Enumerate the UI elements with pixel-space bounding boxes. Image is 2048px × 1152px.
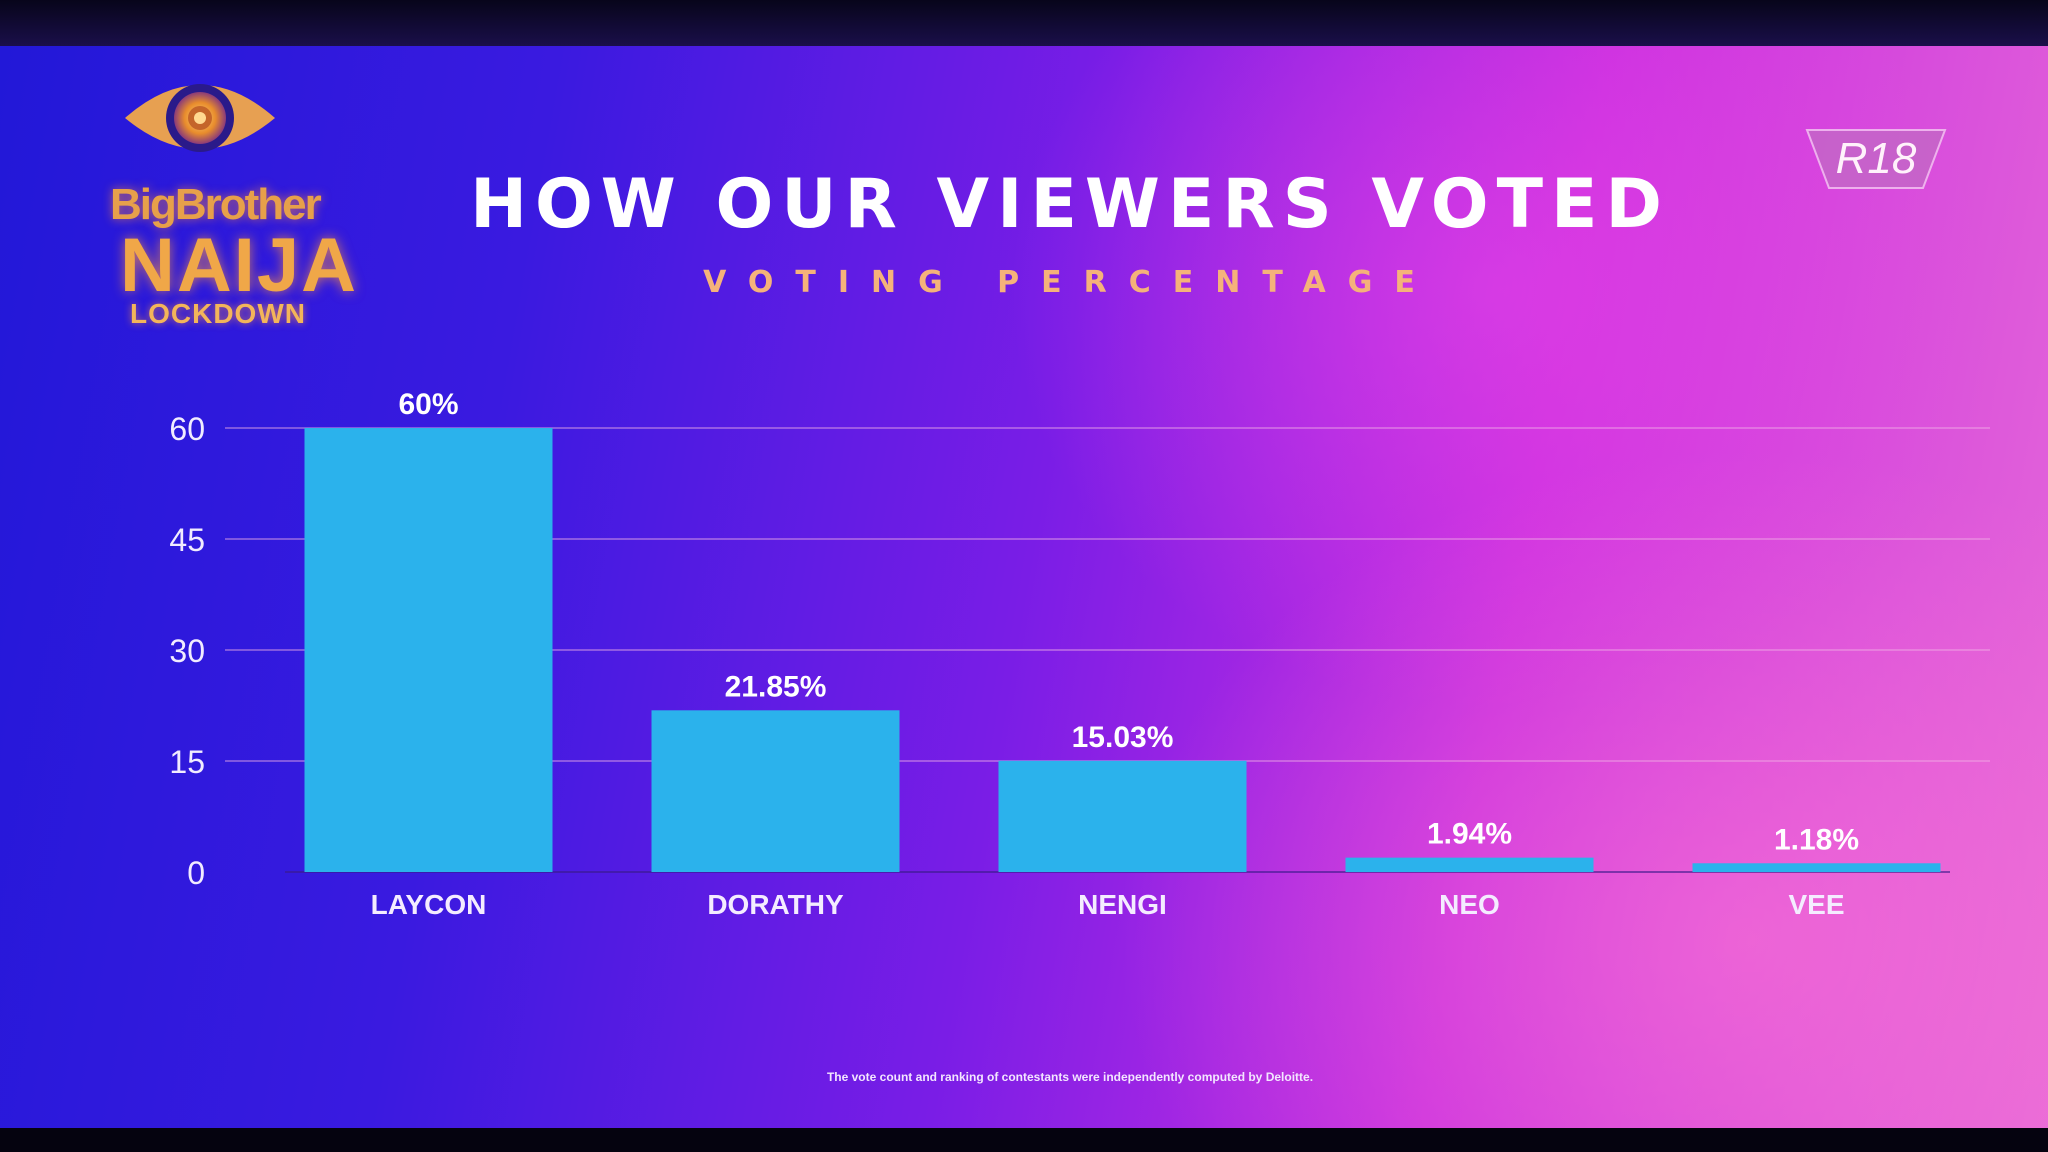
x-tick-label: LAYCON bbox=[371, 889, 487, 920]
y-tick-label: 60 bbox=[169, 411, 205, 447]
y-tick-label: 15 bbox=[169, 744, 205, 780]
data-label: 1.94% bbox=[1427, 818, 1512, 851]
data-label: 21.85% bbox=[725, 670, 827, 703]
x-tick-label: VEE bbox=[1788, 889, 1844, 920]
footnote: The vote count and ranking of contestant… bbox=[826, 1070, 1314, 1084]
x-tick-label: DORATHY bbox=[707, 889, 844, 920]
badge-shape-icon bbox=[1805, 129, 1947, 189]
data-label: 15.03% bbox=[1072, 721, 1174, 754]
x-tick-label: NEO bbox=[1439, 889, 1500, 920]
bar-nengi bbox=[998, 760, 1247, 872]
bar-vee bbox=[1692, 863, 1941, 872]
logo-lockdown-text: LOCKDOWN bbox=[130, 298, 306, 329]
bar-dorathy bbox=[651, 710, 900, 872]
data-label: 60% bbox=[398, 388, 458, 421]
rating-badge: R18 bbox=[1805, 128, 1947, 190]
bar-neo bbox=[1345, 857, 1594, 872]
logo-naija-text: NAIJA bbox=[120, 223, 359, 308]
monitor-bezel-bottom bbox=[0, 1128, 2048, 1152]
y-tick-label: 30 bbox=[169, 633, 205, 669]
chart-title: HOW OUR VIEWERS VOTED bbox=[470, 165, 1670, 244]
y-tick-label: 0 bbox=[187, 855, 205, 891]
eye-icon bbox=[125, 84, 275, 152]
chart-subtitle: VOTING PERCENTAGE bbox=[703, 265, 1437, 300]
x-tick-label: NENGI bbox=[1078, 889, 1167, 920]
logo-big-brother-text: BigBrother bbox=[110, 180, 322, 229]
monitor-bezel-top bbox=[0, 0, 2048, 46]
show-logo: BigBrother NAIJA LOCKDOWN bbox=[110, 70, 356, 350]
data-label: 1.18% bbox=[1774, 823, 1859, 856]
y-tick-label: 45 bbox=[169, 522, 205, 558]
bar-laycon bbox=[304, 428, 553, 872]
rating-badge-label: R18 bbox=[1835, 134, 1917, 183]
